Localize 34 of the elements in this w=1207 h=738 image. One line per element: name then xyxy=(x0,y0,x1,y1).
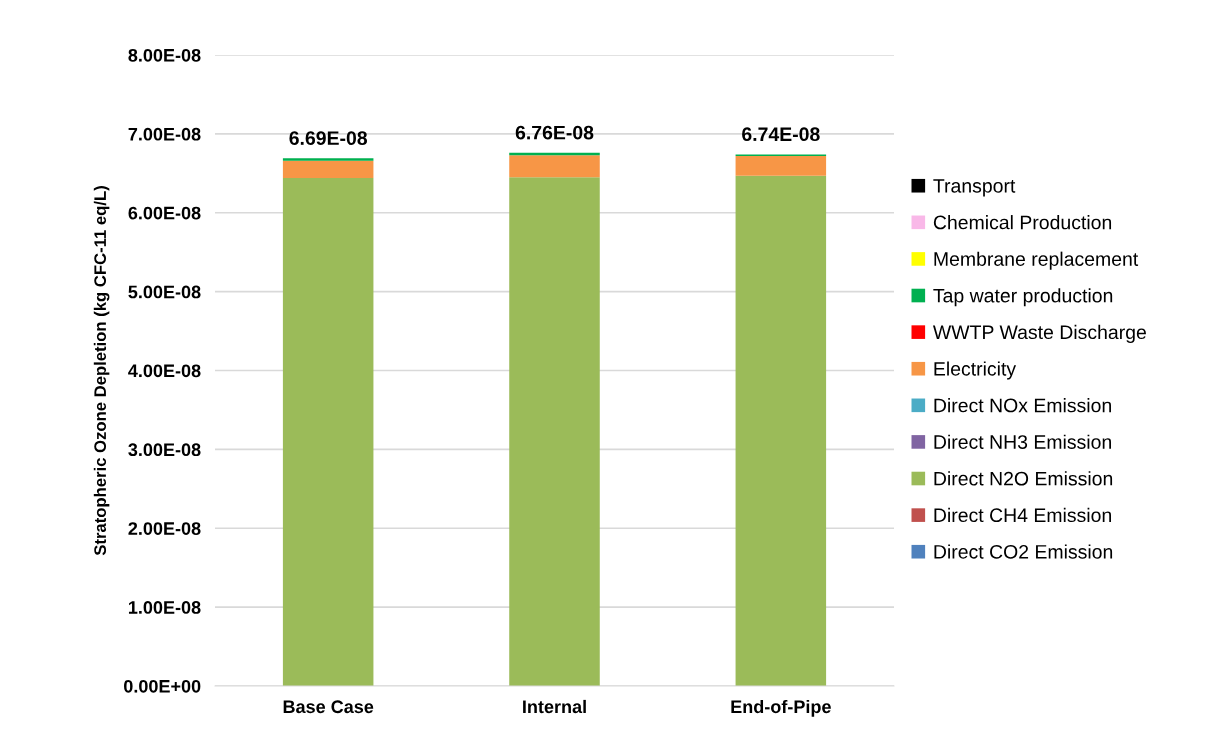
y-tick-label: 0.00E+00 xyxy=(124,679,201,693)
legend-label: WWTP Waste Discharge xyxy=(932,324,1146,343)
bar xyxy=(735,155,827,176)
y-tick-label: 1.00E-08 xyxy=(128,601,201,614)
y-tick-label: 3.00E-08 xyxy=(128,443,201,457)
y-tick-label: 8.00E-08 xyxy=(128,48,201,62)
legend-label: Direct NOx Emission xyxy=(934,398,1111,413)
bar xyxy=(282,158,374,161)
total-label: 6.69E-08 xyxy=(289,131,368,146)
legend-label: Tap water production xyxy=(933,288,1113,307)
y-axis-title: Stratopheric Ozone Depletion (kg CFC-11 eq/L) xyxy=(93,186,110,556)
y-tick-label: 6.00E-08 xyxy=(128,206,201,220)
bar xyxy=(735,175,827,686)
x-tick-label: Internal xyxy=(523,699,586,714)
y-tick-label: 4.00E-08 xyxy=(128,364,201,378)
legend-label: Direct NH3 Emission xyxy=(934,434,1111,449)
total-label: 6.74E-08 xyxy=(742,127,820,142)
bar xyxy=(509,155,600,178)
bar xyxy=(282,178,374,686)
bar xyxy=(509,177,600,686)
bar xyxy=(282,160,374,179)
y-tick-label: 5.00E-08 xyxy=(128,285,201,299)
total-label: 6.76E-08 xyxy=(515,125,594,140)
y-tick-label: 7.00E-08 xyxy=(128,127,201,141)
legend-label: Electricity xyxy=(934,361,1017,380)
legend-label: Direct N2O Emission xyxy=(934,471,1113,486)
legend-label: Transport xyxy=(933,179,1016,197)
y-tick-label: 2.00E-08 xyxy=(128,522,201,535)
legend-label: Membrane replacement xyxy=(934,251,1139,270)
legend-label: Direct CO2 Emission xyxy=(934,544,1113,559)
legend-label: Chemical Production xyxy=(933,215,1112,230)
legend-label: Direct CH4 Emission xyxy=(934,507,1111,523)
x-tick-label: End-of-Pipe xyxy=(731,699,831,717)
x-tick-label: Base Case xyxy=(283,700,374,714)
